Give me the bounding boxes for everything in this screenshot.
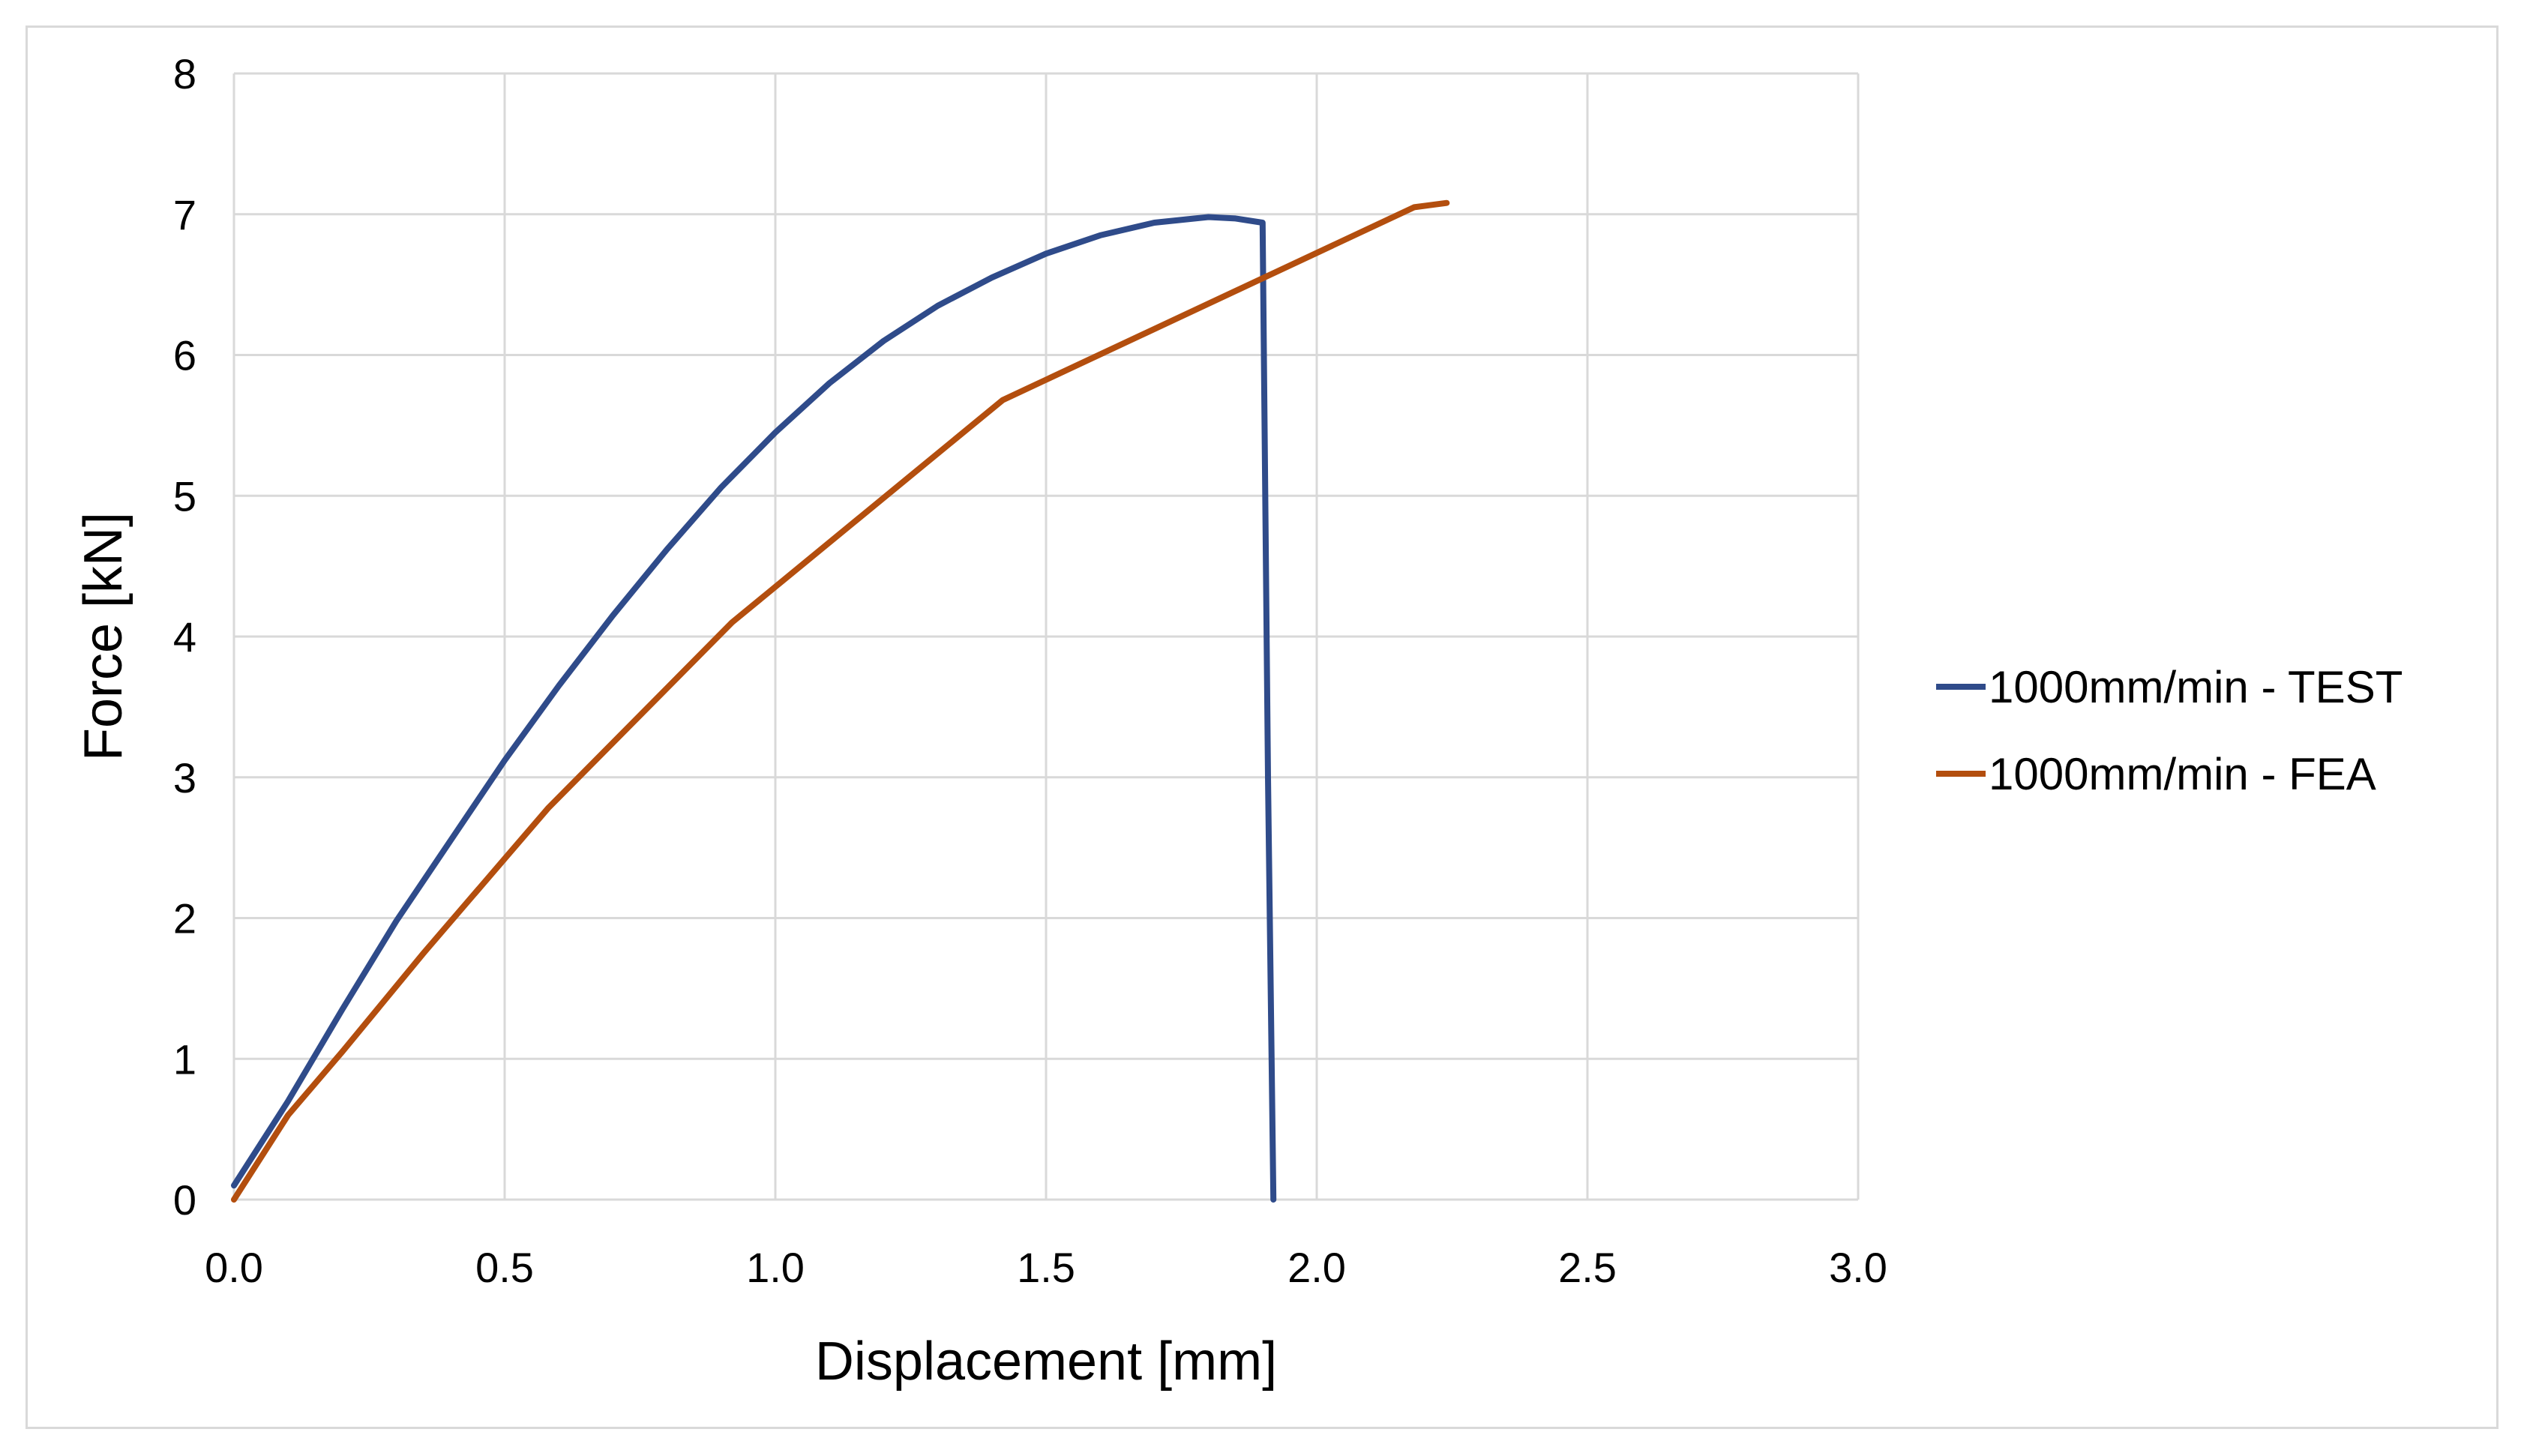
legend-label-fea: 1000mm/min - FEA: [1989, 749, 2376, 799]
x-tick-label: 1.5: [1017, 1244, 1075, 1291]
x-tick-label: 0.0: [205, 1244, 263, 1291]
legend-label-test: 1000mm/min - TEST: [1989, 662, 2403, 712]
axis-layer: [232, 73, 1858, 1201]
tick-layer: 0 1 2 3 4 5 6 7 8 0.0 0.5 1.0 1.5 2.0 2.5 3.0: [173, 50, 1887, 1291]
x-tick-label: 1.0: [746, 1244, 805, 1291]
y-tick-label: 8: [173, 50, 196, 97]
x-tick-label: 0.5: [475, 1244, 534, 1291]
y-tick-label: 7: [173, 191, 196, 238]
series-layer: [231, 199, 1450, 1203]
x-tick-label: 3.0: [1829, 1244, 1887, 1291]
legend: 1000mm/min - TEST 1000mm/min - FEA: [1936, 662, 2403, 799]
y-tick-label: 0: [173, 1176, 196, 1224]
series-line-fea: [231, 199, 1450, 1203]
y-tick-label: 1: [173, 1035, 196, 1083]
y-tick-label: 4: [173, 613, 196, 661]
y-tick-label: 6: [173, 332, 196, 379]
series-line-test: [231, 214, 1277, 1203]
x-tick-label: 2.0: [1287, 1244, 1346, 1291]
x-tick-label: 2.5: [1558, 1244, 1617, 1291]
y-axis-title: Force [kN]: [73, 512, 133, 761]
y-tick-label: 2: [173, 895, 196, 942]
x-axis-title: Displacement [mm]: [815, 1332, 1277, 1392]
grid-layer: [234, 72, 1860, 1200]
y-tick-label: 5: [173, 472, 196, 520]
y-tick-label: 3: [173, 754, 196, 801]
